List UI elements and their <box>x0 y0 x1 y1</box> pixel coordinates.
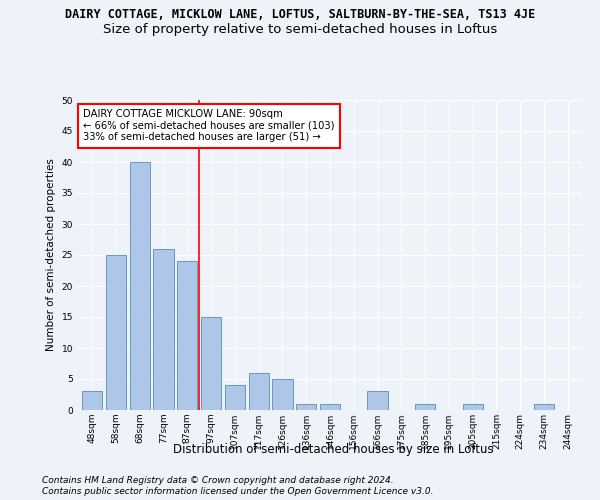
Bar <box>177 261 197 410</box>
Text: Size of property relative to semi-detached houses in Loftus: Size of property relative to semi-detach… <box>103 22 497 36</box>
Bar <box>248 373 269 410</box>
Bar <box>130 162 150 410</box>
Text: Contains public sector information licensed under the Open Government Licence v3: Contains public sector information licen… <box>42 488 433 496</box>
Bar <box>320 404 340 410</box>
Bar <box>463 404 483 410</box>
Bar <box>82 392 103 410</box>
Bar <box>225 385 245 410</box>
Text: DAIRY COTTAGE MICKLOW LANE: 90sqm
← 66% of semi-detached houses are smaller (103: DAIRY COTTAGE MICKLOW LANE: 90sqm ← 66% … <box>83 110 335 142</box>
Text: DAIRY COTTAGE, MICKLOW LANE, LOFTUS, SALTBURN-BY-THE-SEA, TS13 4JE: DAIRY COTTAGE, MICKLOW LANE, LOFTUS, SAL… <box>65 8 535 20</box>
Bar <box>534 404 554 410</box>
Bar <box>201 317 221 410</box>
Bar <box>415 404 435 410</box>
Bar <box>106 255 126 410</box>
Text: Contains HM Land Registry data © Crown copyright and database right 2024.: Contains HM Land Registry data © Crown c… <box>42 476 394 485</box>
Bar <box>367 392 388 410</box>
Y-axis label: Number of semi-detached properties: Number of semi-detached properties <box>46 158 56 352</box>
Bar <box>296 404 316 410</box>
Bar <box>154 249 173 410</box>
Text: Distribution of semi-detached houses by size in Loftus: Distribution of semi-detached houses by … <box>173 442 493 456</box>
Bar <box>272 379 293 410</box>
